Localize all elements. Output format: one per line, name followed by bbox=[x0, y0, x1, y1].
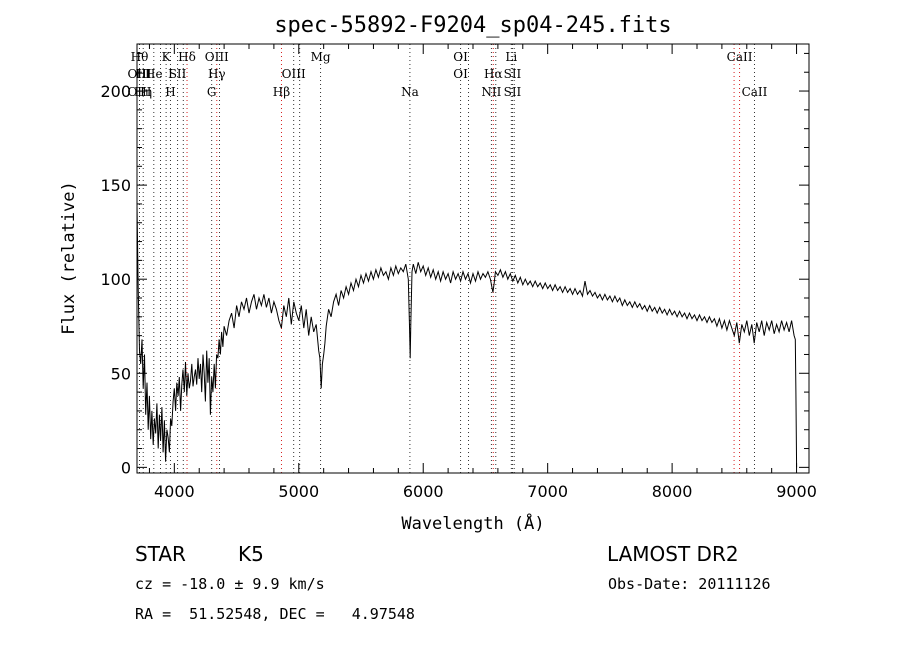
spectral-line-markers bbox=[138, 44, 755, 473]
line-label: Hβ bbox=[273, 85, 290, 99]
line-label: OI bbox=[453, 50, 468, 64]
line-label: Hγ bbox=[208, 67, 226, 81]
x-tick-label: 7000 bbox=[527, 482, 568, 501]
object-class: STAR bbox=[135, 542, 186, 566]
line-label: He bbox=[145, 67, 163, 81]
y-tick-label: 0 bbox=[121, 458, 131, 477]
x-axis-ticks: 4000 5000 6000 7000 8000 9000 bbox=[148, 44, 817, 501]
line-label: SII bbox=[504, 85, 522, 99]
spectral-line-labels: HθOIIIOIIIHIHηHeKIHSIIHδGOIIIHγHβOIIIMgN… bbox=[127, 50, 767, 99]
line-label: CaII bbox=[727, 50, 753, 64]
spectrum-series-line bbox=[136, 203, 798, 468]
line-label: Li bbox=[505, 50, 517, 64]
y-axis-ticks: 0 50 100 150 200 bbox=[100, 52, 809, 477]
line-label: SII bbox=[504, 67, 522, 81]
line-label: Hδ bbox=[178, 50, 196, 64]
y-tick-label: 200 bbox=[100, 82, 131, 101]
survey-name: LAMOST DR2 bbox=[607, 542, 739, 566]
line-label: H bbox=[165, 85, 175, 99]
line-label: OIII bbox=[127, 85, 151, 99]
y-tick-label: 50 bbox=[111, 364, 131, 383]
y-tick-label: 150 bbox=[100, 176, 131, 195]
x-tick-label: 8000 bbox=[652, 482, 693, 501]
line-label: Na bbox=[401, 85, 419, 99]
line-label: OIII bbox=[127, 67, 151, 81]
coordinates: RA = 51.52548, DEC = 4.97548 bbox=[135, 605, 415, 623]
line-label: CaII bbox=[742, 85, 768, 99]
line-label: Hα bbox=[484, 67, 503, 81]
line-label: OI bbox=[453, 67, 468, 81]
line-label: I bbox=[168, 67, 173, 81]
y-axis-label: Flux (relative) bbox=[59, 181, 79, 335]
line-label: NII bbox=[481, 85, 501, 99]
x-tick-label: 5000 bbox=[278, 482, 319, 501]
plot-frame bbox=[136, 43, 810, 474]
line-label: Mg bbox=[311, 50, 331, 64]
y-tick-label: 100 bbox=[100, 270, 131, 289]
x-tick-label: 4000 bbox=[154, 482, 195, 501]
line-label: OIII bbox=[205, 50, 229, 64]
line-label: HI bbox=[136, 67, 151, 81]
object-subclass: K5 bbox=[238, 542, 264, 566]
line-label: Hη bbox=[134, 85, 152, 99]
x-axis-label: Wavelength (Å) bbox=[401, 512, 544, 534]
x-tick-label: 9000 bbox=[776, 482, 817, 501]
chart-title: spec-55892-F9204_sp04-245.fits bbox=[274, 13, 671, 38]
redshift-value: cz = -18.0 ± 9.9 km/s bbox=[135, 575, 325, 593]
observation-date: Obs-Date: 20111126 bbox=[608, 575, 771, 593]
line-label: G bbox=[207, 85, 217, 99]
line-label: K bbox=[162, 50, 172, 64]
x-tick-label: 6000 bbox=[403, 482, 444, 501]
line-label: Hθ bbox=[131, 50, 149, 64]
line-label: OIII bbox=[282, 67, 306, 81]
line-label: SII bbox=[169, 67, 187, 81]
